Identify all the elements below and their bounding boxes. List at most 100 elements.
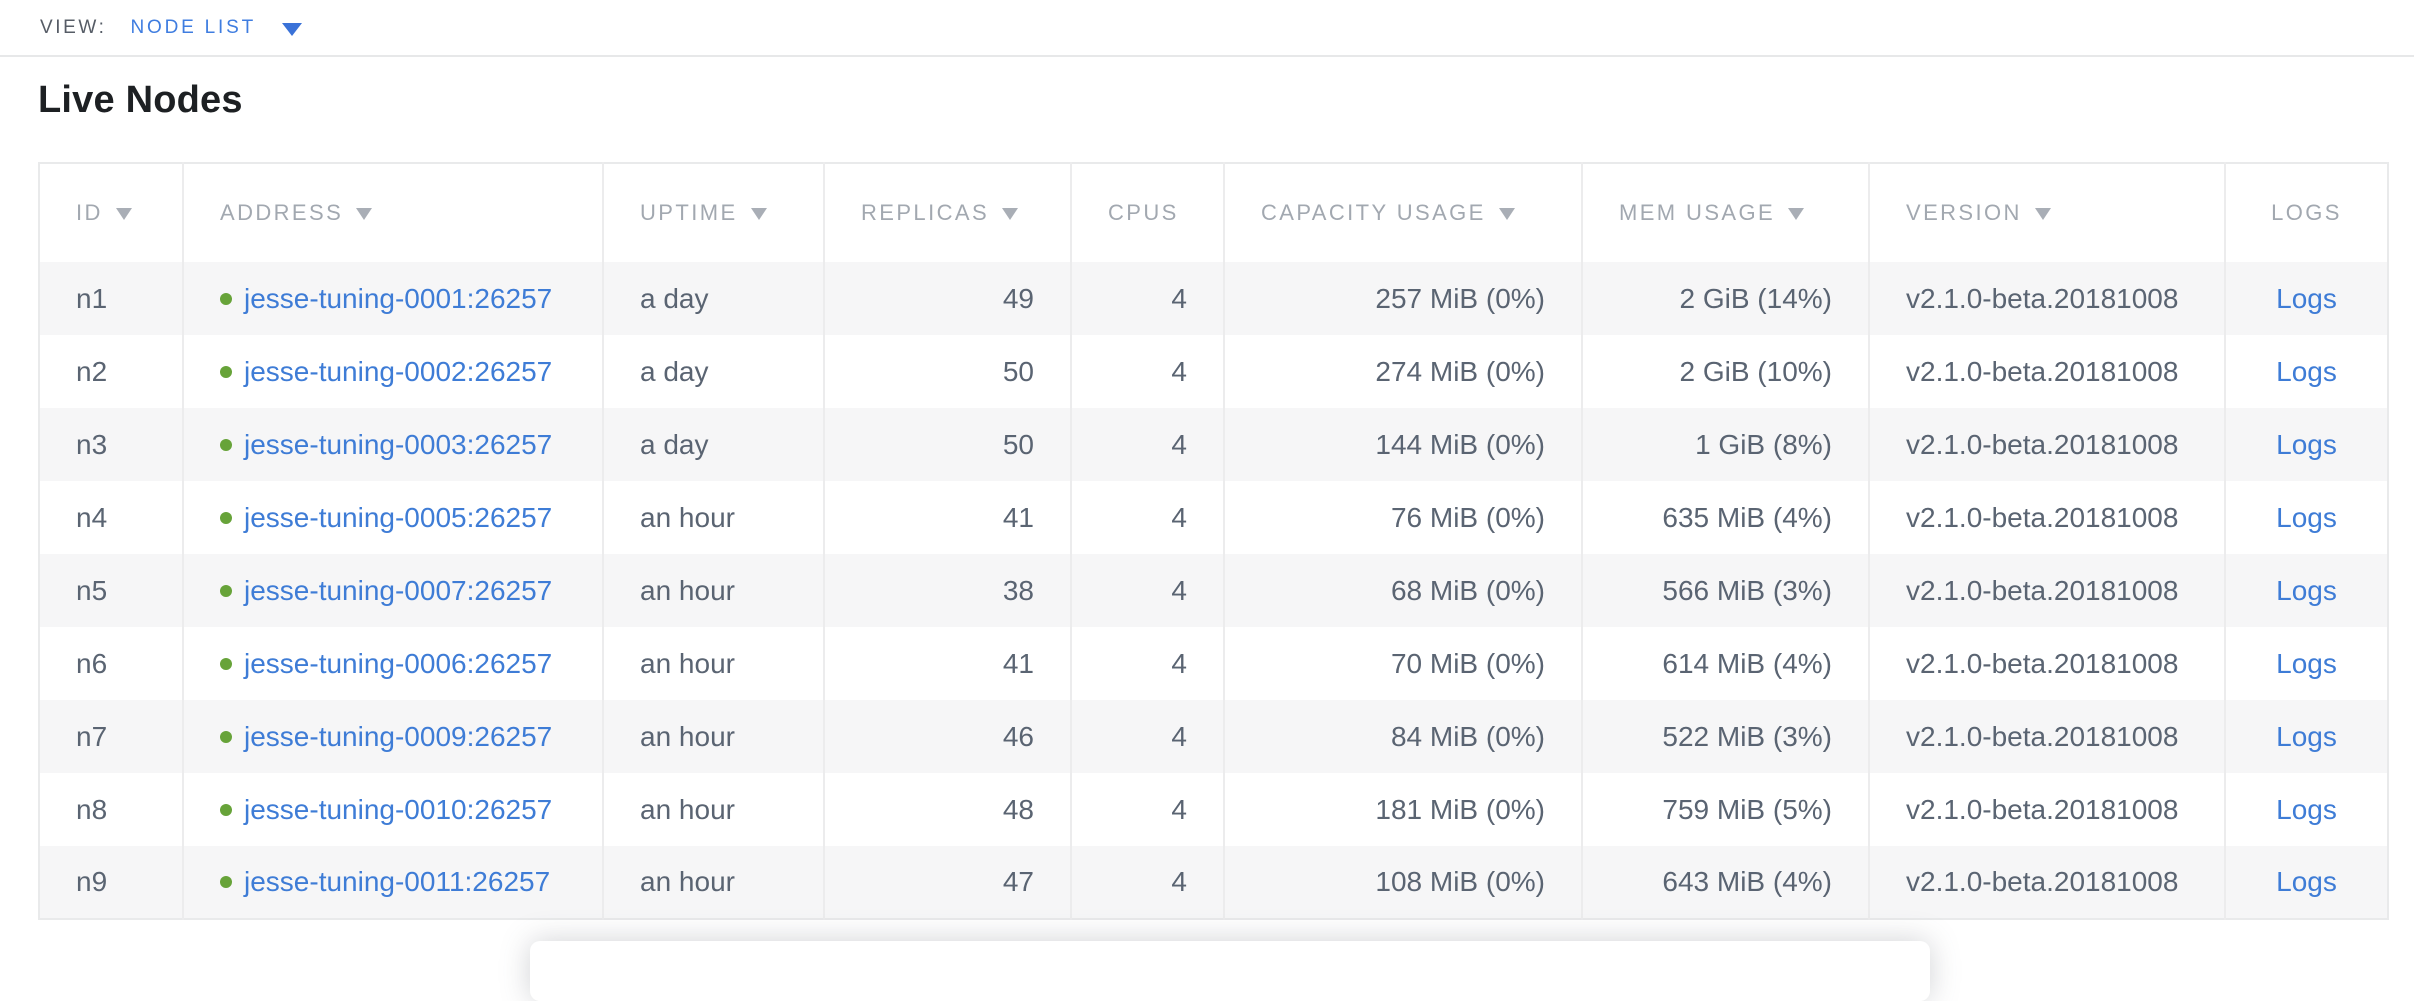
sort-desc-icon — [1788, 208, 1805, 220]
node-id: n5 — [76, 574, 108, 606]
node-id: n3 — [76, 428, 108, 460]
table-cell: v2.1.0-beta.20181008 — [1869, 408, 2226, 481]
node-uptime: a day — [640, 355, 709, 387]
node-capacity-usage: 70 MiB (0%) — [1390, 647, 1545, 679]
node-logs-link[interactable]: Logs — [2276, 866, 2337, 897]
node-mem-usage: 2 GiB (10%) — [1679, 355, 1833, 387]
node-live-status-icon — [220, 730, 232, 743]
caret-down-icon — [282, 22, 302, 36]
column-header-logs: LOGS — [2225, 163, 2388, 262]
node-capacity-usage: 68 MiB (0%) — [1390, 574, 1545, 606]
node-address-link[interactable]: jesse-tuning-0009:26257 — [244, 720, 553, 752]
table-cell: 4 — [1071, 627, 1225, 700]
column-header-label: VERSION — [1906, 200, 2022, 225]
table-cell: a day — [603, 335, 825, 408]
node-logs-link[interactable]: Logs — [2276, 355, 2337, 387]
node-mem-usage: 635 MiB (4%) — [1662, 501, 1832, 533]
table-cell: 41 — [824, 627, 1072, 700]
column-header-replicas[interactable]: REPLICAS — [824, 163, 1072, 262]
table-cell: 4 — [1071, 846, 1225, 919]
node-cpus: 4 — [1171, 647, 1187, 679]
table-cell: 49 — [824, 262, 1072, 335]
node-row: n9 jesse-tuning-0011:26257 an hour 47 4 108 M… — [39, 846, 2388, 919]
table-cell: n6 — [39, 627, 184, 700]
table-cell: jesse-tuning-0011:26257 — [183, 846, 604, 919]
table-cell: n7 — [39, 700, 184, 773]
table-cell: 759 MiB (5%) — [1582, 773, 1870, 846]
node-live-status-icon — [220, 292, 232, 305]
table-cell: Logs — [2225, 262, 2388, 335]
table-cell: 614 MiB (4%) — [1582, 627, 1870, 700]
node-logs-link[interactable]: Logs — [2276, 647, 2337, 679]
table-cell: n8 — [39, 773, 184, 846]
node-logs-link[interactable]: Logs — [2276, 428, 2337, 460]
node-version: v2.1.0-beta.20181008 — [1906, 866, 2179, 897]
node-replicas: 50 — [1002, 355, 1034, 387]
column-header-id[interactable]: ID — [39, 163, 184, 262]
node-id: n6 — [76, 647, 108, 679]
live-nodes-section: Live Nodes ID ADDRESS UPTIME REPLICAS CP… — [0, 78, 2414, 920]
table-cell: 643 MiB (4%) — [1582, 846, 1870, 919]
column-header-cpus[interactable]: CPUS — [1071, 163, 1225, 262]
node-mem-usage: 1 GiB (8%) — [1695, 428, 1832, 460]
table-cell: 4 — [1071, 262, 1225, 335]
node-address-link[interactable]: jesse-tuning-0011:26257 — [244, 866, 551, 897]
table-body: n1 jesse-tuning-0001:26257 a day 49 4 257 MiB… — [39, 262, 2388, 919]
table-cell: 4 — [1071, 700, 1225, 773]
node-cpus: 4 — [1171, 501, 1187, 533]
column-header-label: CPUS — [1108, 200, 1179, 225]
node-live-status-icon — [220, 511, 232, 524]
column-header-uptime[interactable]: UPTIME — [603, 163, 825, 262]
node-row: n7 jesse-tuning-0009:26257 an hour 46 4 84 Mi… — [39, 700, 2388, 773]
node-uptime: an hour — [640, 720, 735, 752]
table-cell: Logs — [2225, 335, 2388, 408]
table-cell: Logs — [2225, 700, 2388, 773]
node-logs-link[interactable]: Logs — [2276, 720, 2337, 752]
node-logs-link[interactable]: Logs — [2276, 793, 2337, 825]
table-cell: an hour — [603, 627, 825, 700]
table-cell: v2.1.0-beta.20181008 — [1869, 262, 2226, 335]
node-row: n2 jesse-tuning-0002:26257 a day 50 4 274 MiB… — [39, 335, 2388, 408]
node-id: n7 — [76, 720, 108, 752]
node-address-link[interactable]: jesse-tuning-0005:26257 — [244, 501, 553, 533]
table-cell: v2.1.0-beta.20181008 — [1869, 481, 2226, 554]
table-cell: an hour — [603, 846, 825, 919]
table-cell: n2 — [39, 335, 184, 408]
node-logs-link[interactable]: Logs — [2276, 282, 2337, 314]
table-cell: 635 MiB (4%) — [1582, 481, 1870, 554]
sort-desc-icon — [2034, 208, 2051, 220]
node-id: n4 — [76, 501, 108, 533]
node-address-link[interactable]: jesse-tuning-0010:26257 — [244, 793, 553, 825]
node-capacity-usage: 257 MiB (0%) — [1375, 282, 1545, 314]
column-header-mem-usage[interactable]: MEM USAGE — [1582, 163, 1870, 262]
node-address-link[interactable]: jesse-tuning-0007:26257 — [244, 574, 553, 606]
node-logs-link[interactable]: Logs — [2276, 574, 2337, 606]
node-address-link[interactable]: jesse-tuning-0003:26257 — [244, 428, 553, 460]
table-cell: 50 — [824, 335, 1072, 408]
column-header-capacity-usage[interactable]: CAPACITY USAGE — [1224, 163, 1583, 262]
node-address-link[interactable]: jesse-tuning-0002:26257 — [244, 355, 553, 387]
view-label: VIEW: — [40, 16, 107, 38]
node-uptime: an hour — [640, 793, 735, 825]
table-cell: Logs — [2225, 773, 2388, 846]
node-logs-link[interactable]: Logs — [2276, 501, 2337, 533]
node-live-status-icon — [220, 365, 232, 378]
column-header-label: REPLICAS — [861, 200, 990, 225]
node-uptime: an hour — [640, 866, 735, 897]
column-header-address[interactable]: ADDRESS — [183, 163, 604, 262]
table-cell: jesse-tuning-0009:26257 — [183, 700, 604, 773]
column-header-label: ADDRESS — [220, 200, 344, 225]
table-cell: a day — [603, 408, 825, 481]
column-header-version[interactable]: VERSION — [1869, 163, 2226, 262]
next-section-shadow — [530, 941, 1930, 1001]
table-cell: 50 — [824, 408, 1072, 481]
sort-desc-icon — [115, 208, 132, 220]
node-address-link[interactable]: jesse-tuning-0001:26257 — [244, 282, 553, 314]
view-selector-dropdown[interactable]: NODE LIST — [131, 17, 302, 39]
table-cell: 108 MiB (0%) — [1224, 846, 1583, 919]
table-cell: 41 — [824, 481, 1072, 554]
node-uptime: an hour — [640, 647, 735, 679]
table-cell: 566 MiB (3%) — [1582, 554, 1870, 627]
node-version: v2.1.0-beta.20181008 — [1906, 720, 2179, 752]
node-address-link[interactable]: jesse-tuning-0006:26257 — [244, 647, 553, 679]
